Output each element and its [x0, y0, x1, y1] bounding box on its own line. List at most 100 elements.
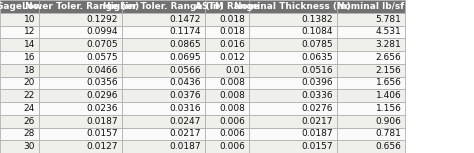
Text: 14: 14 — [24, 40, 35, 49]
Bar — [39, 127, 122, 140]
Bar — [337, 115, 405, 127]
Text: 18: 18 — [24, 66, 35, 75]
Text: 2.656: 2.656 — [376, 53, 401, 62]
Bar — [205, 127, 249, 140]
Text: Higher Toler. Range (in): Higher Toler. Range (in) — [103, 2, 224, 11]
Text: 0.0705: 0.0705 — [86, 40, 118, 49]
Bar — [0, 127, 39, 140]
Text: 5.781: 5.781 — [375, 15, 401, 24]
Text: 0.0157: 0.0157 — [86, 129, 118, 138]
Bar — [39, 13, 122, 26]
Text: 0.1174: 0.1174 — [170, 27, 201, 36]
Text: 0.0276: 0.0276 — [301, 104, 333, 113]
Bar — [337, 102, 405, 115]
Text: 0.006: 0.006 — [219, 129, 245, 138]
Text: 0.0187: 0.0187 — [169, 142, 201, 151]
Bar — [122, 0, 205, 13]
Bar — [39, 102, 122, 115]
Text: 0.0157: 0.0157 — [301, 142, 333, 151]
Bar — [249, 26, 337, 38]
Bar — [122, 76, 205, 89]
Text: 0.0376: 0.0376 — [169, 91, 201, 100]
Text: 0.0566: 0.0566 — [169, 66, 201, 75]
Bar — [39, 0, 122, 13]
Bar — [122, 38, 205, 51]
Text: 30: 30 — [24, 142, 35, 151]
Bar — [337, 26, 405, 38]
Bar — [39, 76, 122, 89]
Bar — [39, 64, 122, 76]
Bar — [249, 115, 337, 127]
Text: 0.008: 0.008 — [219, 78, 245, 87]
Bar — [0, 89, 39, 102]
Text: 0.0236: 0.0236 — [87, 104, 118, 113]
Bar — [249, 102, 337, 115]
Text: ASTM Range: ASTM Range — [195, 2, 259, 11]
Bar — [205, 102, 249, 115]
Text: 0.0994: 0.0994 — [87, 27, 118, 36]
Bar — [122, 127, 205, 140]
Text: 0.012: 0.012 — [219, 53, 245, 62]
Text: 0.781: 0.781 — [375, 129, 401, 138]
Text: 0.0635: 0.0635 — [301, 53, 333, 62]
Text: 0.0865: 0.0865 — [169, 40, 201, 49]
Bar — [122, 64, 205, 76]
Text: 0.0695: 0.0695 — [169, 53, 201, 62]
Bar — [122, 89, 205, 102]
Bar — [249, 127, 337, 140]
Bar — [205, 140, 249, 153]
Bar — [122, 115, 205, 127]
Text: 24: 24 — [24, 104, 35, 113]
Bar — [249, 38, 337, 51]
Bar — [249, 89, 337, 102]
Bar — [249, 64, 337, 76]
Text: 0.006: 0.006 — [219, 117, 245, 126]
Text: 0.0217: 0.0217 — [301, 117, 333, 126]
Bar — [337, 64, 405, 76]
Text: 16: 16 — [24, 53, 35, 62]
Bar — [39, 140, 122, 153]
Text: 2.156: 2.156 — [376, 66, 401, 75]
Bar — [39, 26, 122, 38]
Text: 0.0356: 0.0356 — [86, 78, 118, 87]
Text: 0.018: 0.018 — [219, 15, 245, 24]
Bar — [337, 0, 405, 13]
Text: 28: 28 — [24, 129, 35, 138]
Text: 0.906: 0.906 — [375, 117, 401, 126]
Bar — [39, 89, 122, 102]
Bar — [122, 13, 205, 26]
Text: 0.0296: 0.0296 — [87, 91, 118, 100]
Bar — [0, 76, 39, 89]
Bar — [0, 64, 39, 76]
Text: 0.1292: 0.1292 — [87, 15, 118, 24]
Bar — [0, 51, 39, 64]
Text: 0.0336: 0.0336 — [301, 91, 333, 100]
Bar — [249, 13, 337, 26]
Text: 3.281: 3.281 — [376, 40, 401, 49]
Text: 20: 20 — [24, 78, 35, 87]
Bar — [122, 102, 205, 115]
Bar — [337, 76, 405, 89]
Bar — [337, 13, 405, 26]
Text: 1.156: 1.156 — [375, 104, 401, 113]
Text: 0.1382: 0.1382 — [301, 15, 333, 24]
Text: Lower Toler. Range (in): Lower Toler. Range (in) — [22, 2, 139, 11]
Bar — [337, 38, 405, 51]
Text: Gage No.: Gage No. — [0, 2, 43, 11]
Text: 0.656: 0.656 — [375, 142, 401, 151]
Bar — [249, 140, 337, 153]
Text: 0.0217: 0.0217 — [170, 129, 201, 138]
Text: 26: 26 — [24, 117, 35, 126]
Text: 0.0466: 0.0466 — [87, 66, 118, 75]
Bar — [0, 140, 39, 153]
Bar — [205, 26, 249, 38]
Text: 0.016: 0.016 — [219, 40, 245, 49]
Bar — [39, 51, 122, 64]
Text: 0.1472: 0.1472 — [170, 15, 201, 24]
Text: 4.531: 4.531 — [376, 27, 401, 36]
Text: 22: 22 — [24, 91, 35, 100]
Bar — [337, 127, 405, 140]
Bar — [205, 13, 249, 26]
Text: 1.656: 1.656 — [375, 78, 401, 87]
Bar — [0, 0, 39, 13]
